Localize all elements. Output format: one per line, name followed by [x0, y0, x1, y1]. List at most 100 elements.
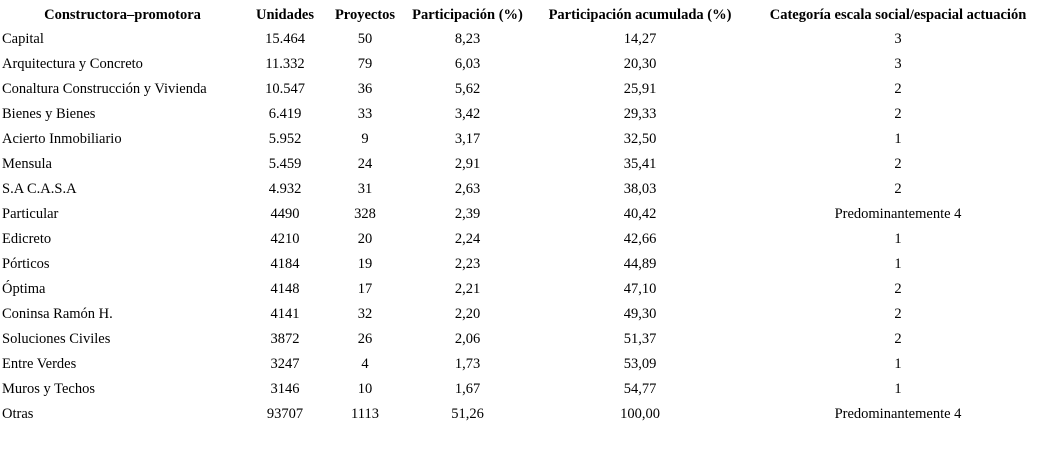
- table-cell: 47,10: [623, 281, 657, 297]
- table-cell: Muros y Techos: [2, 381, 95, 397]
- col-header-proyectos: Proyectos: [334, 7, 396, 23]
- table-cell: Pórticos: [2, 256, 50, 272]
- table-cell: Capital: [2, 31, 44, 47]
- table-cell: 24: [357, 156, 373, 172]
- table-cell: 2: [894, 181, 902, 197]
- table-cell: 3247: [270, 356, 300, 372]
- table-row: Pórticos 4184 19 2,23 44,89 1: [0, 252, 1046, 277]
- table-row: Otras 93707 1113 51,26 100,00 Predominantemen…: [0, 402, 1046, 427]
- col-header-constructora: Constructora–promotora: [44, 7, 201, 23]
- table-cell: 17: [357, 281, 373, 297]
- table-cell: 44,89: [623, 256, 657, 272]
- table-cell: 3146: [270, 381, 300, 397]
- table-cell: 2,20: [454, 306, 481, 322]
- table-cell: 19: [357, 256, 373, 272]
- table-cell: 2,21: [454, 281, 481, 297]
- table-cell: 26: [357, 331, 373, 347]
- table-cell: 33: [357, 106, 373, 122]
- table-cell: 14,27: [623, 31, 657, 47]
- table-cell: 1: [894, 231, 902, 247]
- table-row: Soluciones Civiles 3872 26 2,06 51,37 2: [0, 327, 1046, 352]
- table-cell: S.A C.A.S.A: [2, 181, 77, 197]
- table-row: Muros y Techos 3146 10 1,67 54,77 1: [0, 377, 1046, 402]
- table-cell: Predominantemente 4: [834, 206, 962, 222]
- table-cell: 2,24: [454, 231, 481, 247]
- table-cell: Acierto Inmobiliario: [2, 131, 122, 147]
- table-cell: 4: [361, 356, 369, 372]
- table-cell: 49,30: [623, 306, 657, 322]
- table-row: Edicreto 4210 20 2,24 42,66 1: [0, 227, 1046, 252]
- table-cell: 35,41: [623, 156, 657, 172]
- col-header-unidades: Unidades: [255, 7, 315, 23]
- table-row: Particular 4490 328 2,39 40,42 Predominanteme…: [0, 202, 1046, 227]
- table-cell: 11.332: [265, 56, 305, 72]
- table-cell: 8,23: [454, 31, 481, 47]
- table-cell: 4490: [270, 206, 300, 222]
- table-cell: 2: [894, 81, 902, 97]
- table-cell: 4141: [270, 306, 300, 322]
- table-cell: Mensula: [2, 156, 52, 172]
- table-cell: 50: [357, 31, 373, 47]
- table-cell: 1: [894, 356, 902, 372]
- table-cell: 2,63: [454, 181, 481, 197]
- table-cell: 36: [357, 81, 373, 97]
- table-cell: 51,37: [623, 331, 657, 347]
- table-cell: 1: [894, 256, 902, 272]
- table-cell: 2: [894, 306, 902, 322]
- table-cell: 3: [894, 56, 902, 72]
- table-cell: 10: [357, 381, 373, 397]
- table-cell: 2: [894, 156, 902, 172]
- table-cell: 15.464: [265, 31, 305, 47]
- table-cell: 4184: [270, 256, 300, 272]
- table-cell: 20,30: [623, 56, 657, 72]
- table-cell: 25,91: [623, 81, 657, 97]
- table-cell: Arquitectura y Concreto: [2, 56, 143, 72]
- table-cell: 2,23: [454, 256, 481, 272]
- table-row: Coninsa Ramón H. 4141 32 2,20 49,30 2: [0, 302, 1046, 327]
- table-cell: 6,03: [454, 56, 481, 72]
- table-cell: 40,42: [623, 206, 657, 222]
- table-cell: 4148: [270, 281, 300, 297]
- table-cell: 5.952: [268, 131, 302, 147]
- table-cell: Otras: [2, 406, 34, 422]
- col-header-participacion: Participación (%): [412, 7, 523, 23]
- table-cell: 2,91: [454, 156, 481, 172]
- table-cell: 51,26: [451, 406, 484, 422]
- table-cell: 1: [894, 381, 902, 397]
- table-cell: 2,39: [454, 206, 481, 222]
- table-cell: 2: [894, 106, 902, 122]
- table-cell: Conaltura Construcción y Vivienda: [2, 81, 207, 97]
- table-row: Mensula 5.459 24 2,91 35,41 2: [0, 152, 1046, 177]
- table-cell: 31: [357, 181, 373, 197]
- table-row: Óptima 4148 17 2,21 47,10 2: [0, 277, 1046, 302]
- table-cell: 4.932: [268, 181, 302, 197]
- table-cell: 3: [894, 31, 902, 47]
- table-cell: 6.419: [268, 106, 302, 122]
- table-cell: 1,67: [454, 381, 481, 397]
- table-cell: 328: [354, 206, 376, 222]
- table-cell: 2: [894, 281, 902, 297]
- table-cell: Predominantemente 4: [834, 406, 962, 422]
- table-cell: 100,00: [620, 406, 660, 422]
- table-cell: 1,73: [454, 356, 481, 372]
- table-cell: 32: [357, 306, 373, 322]
- table-cell: 3872: [270, 331, 300, 347]
- table-cell: 1113: [351, 406, 379, 422]
- table-cell: Particular: [2, 206, 59, 222]
- table-cell: 54,77: [623, 381, 657, 397]
- table-cell: 5,62: [454, 81, 481, 97]
- table-row: Capital 15.464 50 8,23 14,27 3: [0, 27, 1046, 52]
- table-cell: Edicreto: [2, 231, 52, 247]
- table-cell: Soluciones Civiles: [2, 331, 111, 347]
- table-row: S.A C.A.S.A 4.932 31 2,63 38,03 2: [0, 177, 1046, 202]
- table-cell: 4210: [270, 231, 300, 247]
- table-cell: 3,42: [454, 106, 481, 122]
- col-header-categoria: Categoría escala social/espacial actuaci…: [769, 7, 1027, 23]
- table-row: Entre Verdes 3247 4 1,73 53,09 1: [0, 352, 1046, 377]
- table-cell: 42,66: [623, 231, 657, 247]
- table-cell: Bienes y Bienes: [2, 106, 96, 122]
- table-cell: 10.547: [265, 81, 305, 97]
- constructoras-table: Constructora–promotora Unidades Proyecto…: [0, 4, 1046, 427]
- table-cell: 2: [894, 331, 902, 347]
- table-cell: 38,03: [623, 181, 657, 197]
